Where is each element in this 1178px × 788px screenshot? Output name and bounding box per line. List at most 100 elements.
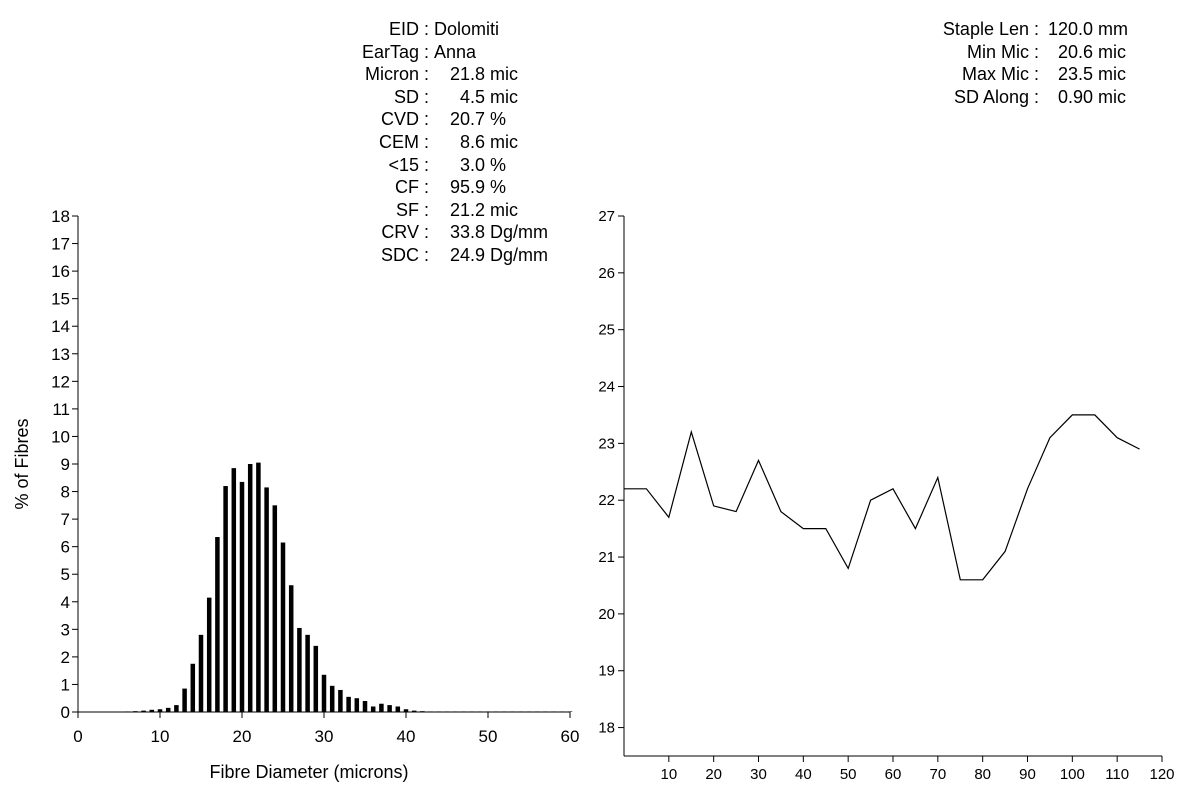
y-tick-label: 1 (61, 675, 70, 694)
y-tick-label: 9 (61, 455, 70, 474)
fibre-stat-value-with-unit: 33.8 Dg/mm (434, 221, 564, 244)
fibre-stat-value: 8.6 (459, 131, 485, 152)
fibre-stat-value: 21.8 (449, 64, 485, 85)
histogram-bar (436, 711, 442, 712)
x-tick-label: 60 (561, 727, 580, 746)
fibre-stat-row: CVD : 20.7 % (300, 108, 564, 131)
y-axis-title: % of Fibres (12, 418, 32, 509)
fibre-stat-value-with-unit: 24.9 Dg/mm (434, 244, 564, 267)
fibre-stat-label: CEM : (378, 131, 434, 152)
histogram-bar (239, 481, 245, 712)
fibre-stat-value: 24.9 (449, 244, 485, 265)
staple-stat-label: Min Mic : (966, 41, 1044, 62)
staple-stat-label: SD Along : (953, 86, 1044, 107)
fibre-stat-label: CRV : (381, 222, 434, 243)
y-tick-label: 11 (52, 400, 70, 419)
staple-stat-value: 0.90 (1057, 86, 1093, 107)
x-tick-label: 50 (479, 727, 498, 746)
histogram-bar (526, 711, 532, 712)
x-tick-label: 0 (73, 727, 82, 746)
histogram-bar (551, 711, 556, 712)
staple-stat-unit: mic (1093, 41, 1126, 62)
fibre-stat-unit: % (485, 109, 507, 130)
fibre-stat-label: SDC : (380, 244, 434, 265)
fibre-stat-label: CVD : (380, 109, 434, 130)
y-tick-label: 10 (51, 427, 70, 446)
fibre-stat-row: CEM : 8.6 mic (300, 131, 564, 154)
histogram-bar (428, 711, 433, 712)
y-tick-label: 23 (598, 435, 615, 452)
staple-stat-row: SD Along : 0.90 mic (880, 86, 1144, 109)
histogram-bar (346, 696, 351, 712)
histogram-bar (354, 698, 360, 712)
fibre-stat-value-with-unit: 8.6 mic (434, 131, 564, 154)
x-tick-label: 10 (151, 727, 170, 746)
fibre-stat-row: Micron : 21.8 mic (300, 63, 564, 86)
histogram-bar (264, 487, 269, 712)
y-tick-label: 13 (51, 345, 70, 364)
staple-stat-label: Staple Len : (942, 19, 1044, 39)
histogram-bar (461, 711, 466, 712)
histogram-bar (338, 689, 343, 712)
histogram-bar (133, 711, 138, 712)
staple-stat-value-with-unit: 20.6 mic (1044, 41, 1144, 64)
histogram-bar (411, 710, 417, 712)
histogram-bar (305, 634, 310, 712)
histogram-bar (518, 711, 524, 712)
histogram-bar (485, 711, 491, 712)
staple-stat-label: Max Mic : (961, 64, 1044, 85)
fibre-stat-unit: mic (485, 86, 518, 107)
x-tick-label: 20 (705, 766, 722, 783)
x-tick-label: 30 (750, 766, 767, 783)
histogram-bar (288, 585, 294, 712)
histogram-bar (149, 709, 155, 712)
x-tick-label: 80 (974, 766, 991, 783)
y-tick-label: 22 (598, 492, 615, 509)
histogram-bar (124, 711, 130, 712)
y-tick-label: 2 (61, 648, 70, 667)
histogram-bar (231, 468, 237, 712)
fibre-stat-value: Dolomiti (434, 19, 500, 39)
y-tick-label: 21 (598, 549, 615, 566)
histogram-bar (280, 542, 286, 712)
histogram-bar (206, 597, 212, 712)
fibre-stat-value: 21.2 (449, 199, 485, 220)
staple-stat-row: Max Mic : 23.5 mic (880, 63, 1144, 86)
fibre-stat-value: 33.8 (449, 222, 485, 243)
fibre-stat-label: EarTag : (361, 41, 434, 62)
fibre-stat-unit: mic (485, 64, 518, 85)
histogram-bar (370, 706, 376, 712)
fibre-stat-value: 3.0 (459, 154, 485, 175)
fibre-stat-value-with-unit: 20.7 % (434, 108, 564, 131)
histogram-bar (198, 634, 204, 712)
histogram-bar (223, 486, 228, 712)
staple-stats-panel: Staple Len : 120.0 mm Min Mic : 20.6 mic M… (880, 18, 1144, 108)
fibre-stat-row: CF : 95.9 % (300, 176, 564, 199)
y-tick-label: 18 (51, 207, 70, 226)
fibre-stat-row: CRV : 33.8 Dg/mm (300, 221, 564, 244)
fibre-stat-label: SD : (393, 86, 434, 107)
y-tick-label: 26 (598, 265, 615, 282)
histogram-bar (452, 711, 458, 712)
histogram-bar (272, 505, 278, 712)
histogram-bar (567, 711, 573, 712)
histogram-bar (329, 685, 335, 712)
staple-stat-value: 120.0 (1047, 19, 1093, 39)
x-tick-label: 10 (660, 766, 677, 783)
histogram-bar (559, 711, 565, 712)
staple-stat-value-with-unit: 23.5 mic (1044, 63, 1144, 86)
fibre-stat-label: CF : (395, 177, 434, 198)
staple-stat-unit: mic (1093, 86, 1126, 107)
fibre-stat-row: EID : Dolomiti (300, 18, 564, 41)
fibre-stat-unit: % (485, 177, 507, 198)
y-tick-label: 18 (598, 720, 615, 737)
histogram-bar (534, 711, 540, 712)
y-tick-label: 7 (61, 510, 70, 529)
histogram-bar (543, 711, 548, 712)
histogram-bar (510, 711, 515, 712)
x-tick-label: 20 (233, 727, 252, 746)
histogram-bar (387, 705, 392, 712)
x-tick-label: 70 (929, 766, 946, 783)
fibre-stat-label: EID : (388, 19, 434, 39)
x-tick-label: 40 (795, 766, 812, 783)
